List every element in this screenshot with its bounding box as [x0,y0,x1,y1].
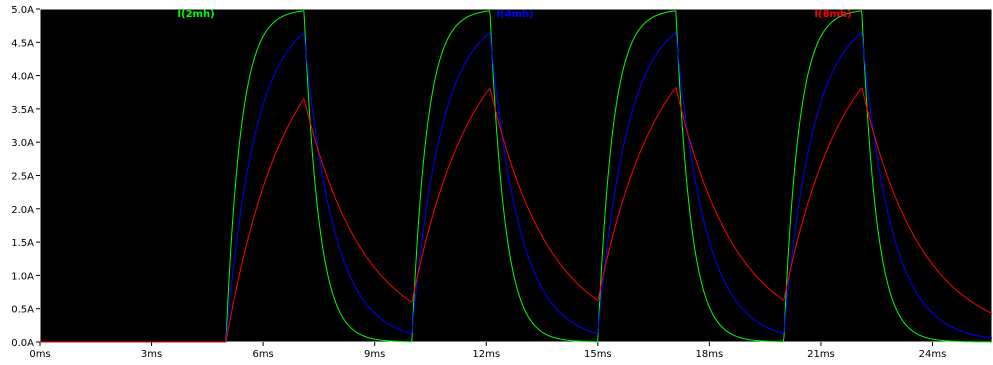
y-tick-label: 0.5A [11,305,34,316]
y-tick-label: 0.0A [11,338,34,349]
y-tick-label: 4.5A [11,38,34,49]
x-tick-label: 12ms [472,349,500,360]
plot-area [39,8,993,343]
x-tick-label: 0ms [29,349,50,360]
x-tick-label: 24ms [919,349,947,360]
x-axis: 0ms 3ms 6ms 9ms 12ms 15ms 18ms 21ms 24ms [29,342,946,360]
y-tick-label: 2.5A [11,172,34,183]
series-layer [40,10,993,343]
legend-entry: I(2mh) [177,9,214,20]
series-line-i-8mh [40,86,993,343]
y-tick-label: 4.0A [11,72,34,83]
y-tick-label: 1.5A [11,238,34,249]
legend: I(2mh) I(4mh) I(8mh) [177,9,851,20]
y-tick-label: 2.0A [11,205,34,216]
legend-entry: I(4mh) [496,9,533,20]
y-tick-label: 1.0A [11,271,34,282]
x-tick-label: 18ms [696,349,724,360]
legend-entry: I(8mh) [814,9,851,20]
y-axis: 0.0A 0.5A 1.0A 1.5A 2.0A 2.5A 3.0A 3.5A 4.0A 4.5A… [11,5,40,349]
y-tick-label: 3.0A [11,138,34,149]
y-tick-label: 5.0A [11,5,34,16]
x-tick-label: 15ms [584,349,612,360]
x-tick-label: 21ms [807,349,835,360]
y-tick-label: 3.5A [11,105,34,116]
x-tick-label: 3ms [141,349,162,360]
x-tick-label: 6ms [252,349,273,360]
x-tick-label: 9ms [364,349,385,360]
